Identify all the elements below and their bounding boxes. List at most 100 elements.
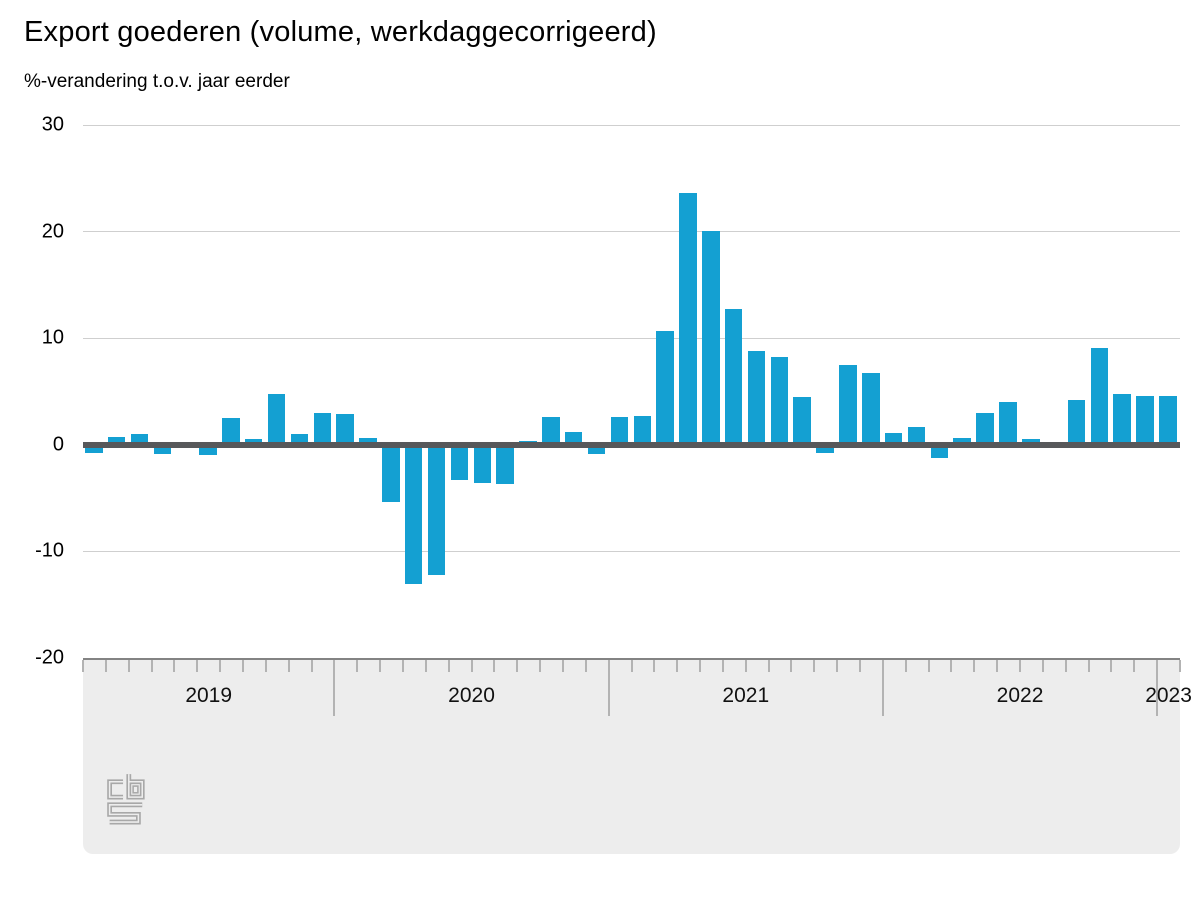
bar-2020-11 [564,432,583,445]
y-tick-label-0: 0 [52,433,64,456]
year-tick [333,660,336,716]
month-tick [241,660,244,672]
y-tick-label-30: 30 [41,113,64,136]
bar-2021-11 [839,364,857,445]
bar-2020-08 [496,444,514,485]
month-tick [1133,660,1136,672]
bar-2019-10 [267,393,286,445]
year-tick [607,660,610,716]
bar-2021-02 [633,416,651,445]
bar-2019-11 [290,434,309,445]
plot-area [83,124,1180,658]
month-tick [676,660,679,672]
bar-2021-10 [816,444,834,454]
bar-2022-04 [953,438,971,445]
bar-2021-03 [656,330,674,445]
month-tick [424,660,427,672]
month-tick [310,660,313,672]
month-tick [744,660,747,672]
bar-2019-04 [130,434,149,445]
month-tick [1041,660,1044,672]
y-tick-label--10: -10 [35,539,64,562]
y-tick-label--20: -20 [35,646,64,669]
y-axis: 30 20 10 0 -10 -20 [0,114,64,669]
chart-title: Export goederen (volume, werkdaggecorrig… [24,16,657,48]
bar-2022-05 [976,412,994,445]
month-tick [539,660,542,672]
bar-2020-12 [587,444,606,455]
bar-2020-07 [473,444,492,484]
month-tick [1019,660,1022,672]
bar-2021-05 [702,230,720,445]
month-tick [401,660,404,672]
month-tick [219,660,222,672]
year-tick [881,660,884,716]
year-label-2023: 2023 [1145,684,1192,707]
bar-2019-02 [85,444,103,454]
bar-2019-03 [107,437,126,445]
year-label-2019: 2019 [185,684,233,707]
month-tick [950,660,953,672]
month-tick [356,660,359,672]
zero-line [83,441,1180,448]
bar-2020-06 [450,444,469,480]
bar-2022-02 [907,426,926,445]
bar-2021-09 [793,396,811,445]
month-tick [699,660,702,672]
bar-2023-01 [1159,395,1177,445]
year-label-2021: 2021 [722,684,770,707]
gridline-10 [83,337,1180,339]
gridline--10 [83,550,1180,552]
month-tick [836,660,839,672]
month-tick [196,660,199,672]
bar-2020-02 [359,438,377,445]
month-tick [470,660,473,672]
month-tick [447,660,450,672]
y-tick-label-20: 20 [41,220,64,243]
month-tick [127,660,130,672]
month-tick [653,660,656,672]
month-tick [584,660,587,672]
month-tick [859,660,862,672]
bar-2022-10 [1090,347,1109,445]
month-tick [813,660,816,672]
month-tick [173,660,176,672]
bar-2020-05 [427,444,446,575]
bar-2022-12 [1136,395,1154,445]
month-tick [493,660,496,672]
bar-2022-06 [999,402,1017,445]
bar-2020-01 [336,413,354,445]
gridline-30 [83,124,1180,126]
month-tick [1064,660,1067,672]
bar-2019-07 [199,444,217,456]
bar-2019-05 [153,444,172,455]
month-tick [630,660,633,672]
bar-2021-07 [747,350,766,445]
bar-2022-11 [1113,393,1131,445]
bar-2020-10 [542,417,560,445]
month-tick [150,660,153,672]
month-tick [1087,660,1090,672]
cbs-logo-icon [107,774,145,825]
month-tick [1179,660,1181,672]
month-tick [104,660,107,672]
bar-2021-01 [610,417,629,445]
bar-2021-12 [862,373,880,445]
year-tick [1156,660,1159,716]
month-tick [927,660,930,672]
chart-subtitle: %-verandering t.o.v. jaar eerder [24,71,290,92]
month-tick [767,660,770,672]
month-tick [996,660,999,672]
month-tick [973,660,976,672]
month-tick [904,660,907,672]
bar-2019-08 [222,418,240,445]
bar-2021-08 [770,357,789,445]
month-tick [721,660,724,672]
month-tick [264,660,267,672]
month-tick [379,660,382,672]
month-tick [790,660,793,672]
month-tick [561,660,564,672]
gridline-20 [83,231,1180,233]
year-label-2020: 2020 [448,684,495,707]
